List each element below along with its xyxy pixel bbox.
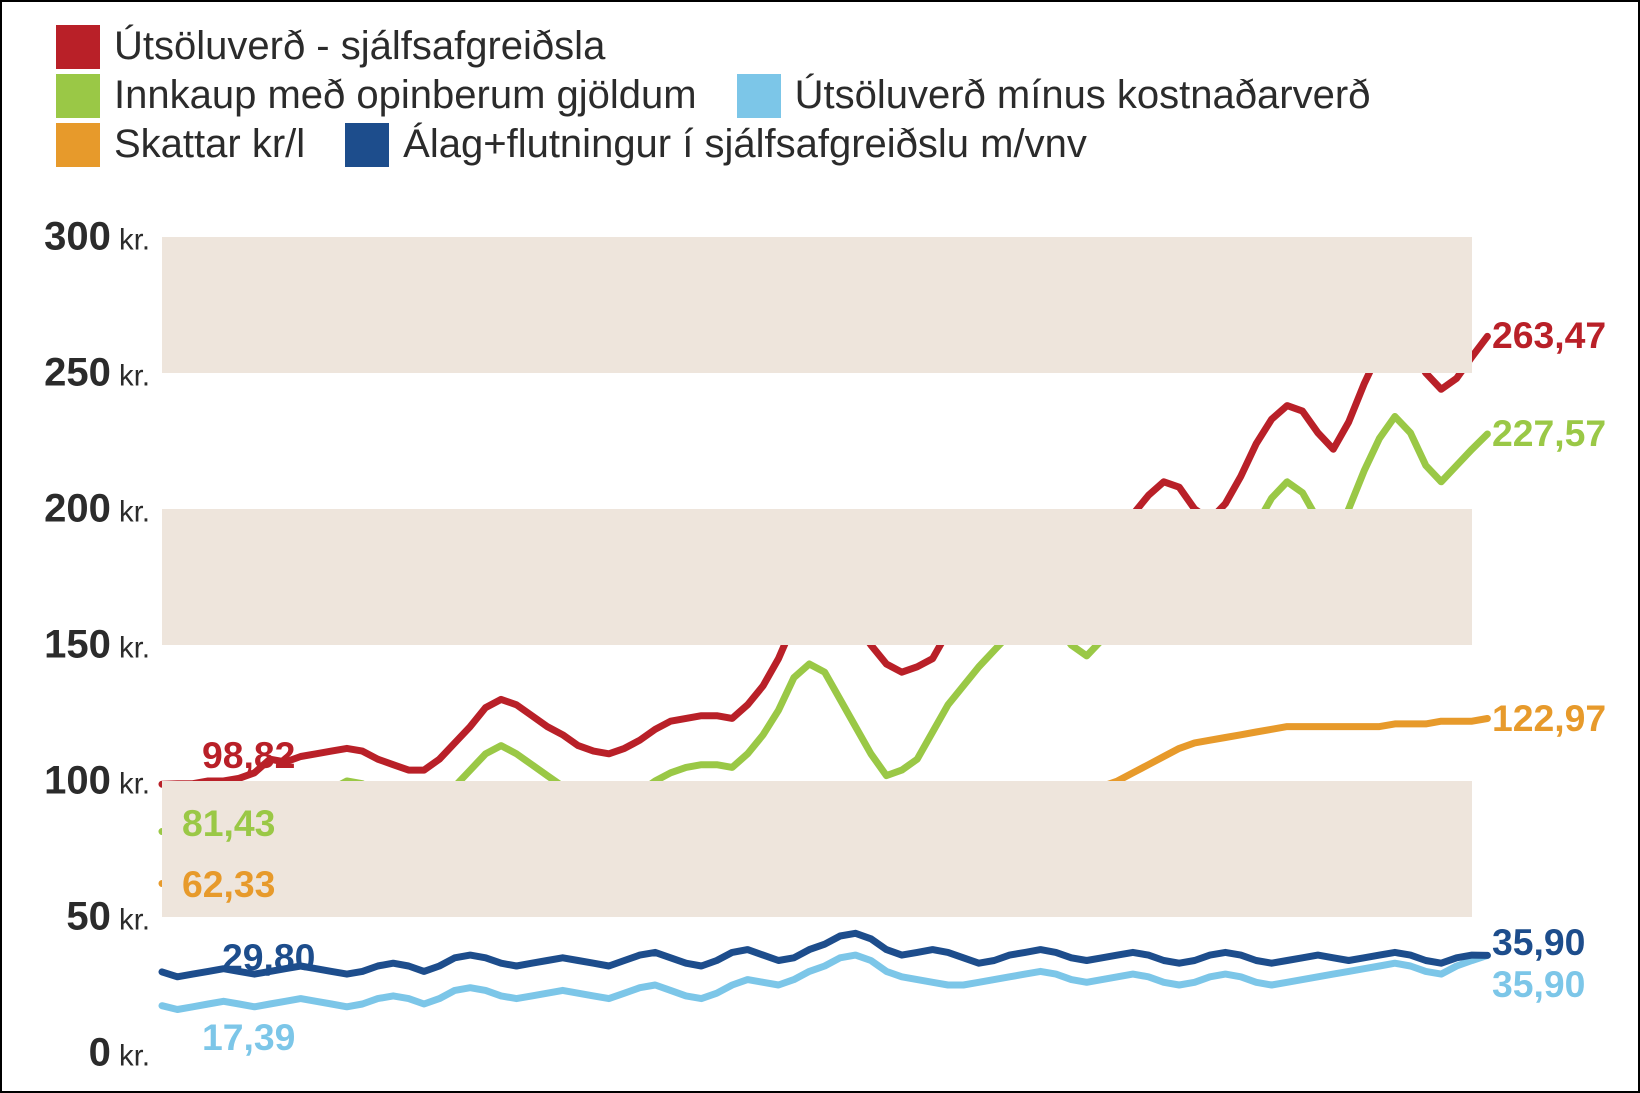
start-value-label: 81,43: [182, 802, 275, 845]
legend-item: Útsöluverð mínus kostnaðarverð: [737, 73, 1371, 118]
legend-item: Álag+flutningur í sjálfsafgreiðslu m/vnv: [345, 122, 1087, 167]
grid-band: [162, 781, 1472, 917]
chart-frame: Útsöluverð - sjálfsafgreiðslaInnkaup með…: [0, 0, 1640, 1093]
legend-item: Útsöluverð - sjálfsafgreiðsla: [56, 24, 605, 69]
series-line-dark: [162, 933, 1487, 977]
plot-area: 0 kr.50 kr.100 kr.150 kr.200 kr.250 kr.3…: [162, 237, 1472, 1053]
legend-label: Útsöluverð - sjálfsafgreiðsla: [114, 24, 605, 69]
end-value-label: 35,90: [1492, 963, 1585, 1006]
end-value-label: 227,57: [1492, 412, 1606, 455]
legend-label: Innkaup með opinberum gjöldum: [114, 73, 697, 118]
end-value-label: 122,97: [1492, 697, 1606, 740]
grid-band: [162, 237, 1472, 373]
y-axis-tick-label: 150 kr.: [44, 623, 162, 668]
legend-swatch: [56, 123, 100, 167]
grid-band: [162, 509, 1472, 645]
start-value-label: 98,82: [202, 734, 295, 777]
legend-swatch: [737, 74, 781, 118]
legend-item: Skattar kr/l: [56, 122, 305, 167]
end-value-label: 263,47: [1492, 314, 1606, 357]
end-value-label: 35,90: [1492, 921, 1585, 964]
y-axis-tick-label: 100 kr.: [44, 759, 162, 804]
legend-label: Útsöluverð mínus kostnaðarverð: [795, 73, 1371, 118]
start-value-label: 29,80: [222, 936, 315, 979]
y-axis-tick-label: 200 kr.: [44, 487, 162, 532]
legend: Útsöluverð - sjálfsafgreiðslaInnkaup með…: [56, 24, 1584, 171]
y-axis-tick-label: 300 kr.: [44, 215, 162, 260]
y-axis-tick-label: 50 kr.: [66, 895, 162, 940]
legend-swatch: [56, 74, 100, 118]
y-axis-tick-label: 250 kr.: [44, 351, 162, 396]
legend-label: Álag+flutningur í sjálfsafgreiðslu m/vnv: [403, 122, 1087, 167]
legend-swatch: [56, 25, 100, 69]
start-value-label: 62,33: [182, 863, 275, 906]
legend-label: Skattar kr/l: [114, 122, 305, 167]
start-value-label: 17,39: [202, 1016, 295, 1059]
legend-swatch: [345, 123, 389, 167]
y-axis-tick-label: 0 kr.: [89, 1031, 162, 1076]
legend-item: Innkaup með opinberum gjöldum: [56, 73, 697, 118]
